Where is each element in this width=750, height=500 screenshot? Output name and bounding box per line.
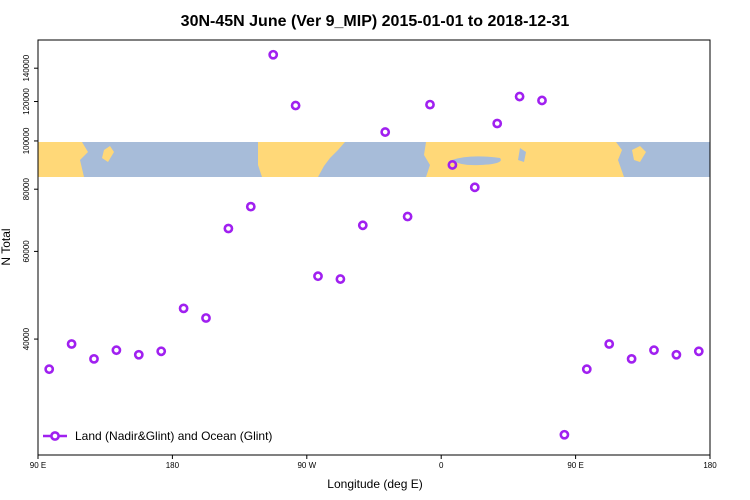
y-tick-label: 140000 xyxy=(22,54,31,81)
data-point xyxy=(44,364,55,375)
data-point xyxy=(514,91,525,102)
data-point xyxy=(201,313,211,323)
x-tick-label: 90 W xyxy=(297,461,316,470)
data-point xyxy=(357,220,368,231)
x-tick-label: 0 xyxy=(439,461,444,470)
legend-marker xyxy=(50,431,60,441)
data-point xyxy=(66,339,77,349)
plot-frame xyxy=(37,39,711,456)
data-point xyxy=(604,339,615,349)
data-point xyxy=(559,429,570,440)
x-tick-label: 90 E xyxy=(30,461,46,470)
data-point xyxy=(671,349,682,360)
data-point xyxy=(402,211,413,222)
data-point xyxy=(581,364,592,375)
y-tick-label: 60000 xyxy=(22,240,31,263)
data-point xyxy=(335,274,346,284)
chart-title: 30N-45N June (Ver 9_MIP) 2015-01-01 to 2… xyxy=(181,13,570,30)
data-point xyxy=(469,182,480,193)
data-point xyxy=(693,346,704,357)
y-tick-label: 80000 xyxy=(22,178,31,201)
data-point xyxy=(178,303,189,314)
data-point xyxy=(447,160,458,170)
data-point xyxy=(313,271,323,282)
y-axis-label: N Total xyxy=(0,228,13,265)
data-point xyxy=(268,49,279,60)
data-point xyxy=(89,353,99,364)
y-tick-label: 100000 xyxy=(22,127,31,154)
data-point xyxy=(425,99,435,110)
x-axis-label: Longitude (deg E) xyxy=(327,477,422,491)
legend-label: Land (Nadir&Glint) and Ocean (Glint) xyxy=(75,429,272,443)
x-tick-label: 180 xyxy=(166,461,180,470)
data-point xyxy=(649,345,659,356)
x-tick-label: 90 E xyxy=(567,461,583,470)
y-tick-label: 40000 xyxy=(22,327,31,350)
data-point xyxy=(537,95,547,106)
x-tick-label: 180 xyxy=(703,461,717,470)
data-point xyxy=(290,100,301,111)
data-point xyxy=(223,223,234,234)
data-point xyxy=(245,201,256,212)
map-band xyxy=(38,142,710,177)
data-point xyxy=(156,346,167,357)
data-point xyxy=(492,118,503,129)
data-point xyxy=(133,349,144,360)
data-point xyxy=(626,353,637,364)
y-tick-label: 120000 xyxy=(22,88,31,115)
data-point xyxy=(111,345,122,356)
data-point xyxy=(380,127,391,137)
